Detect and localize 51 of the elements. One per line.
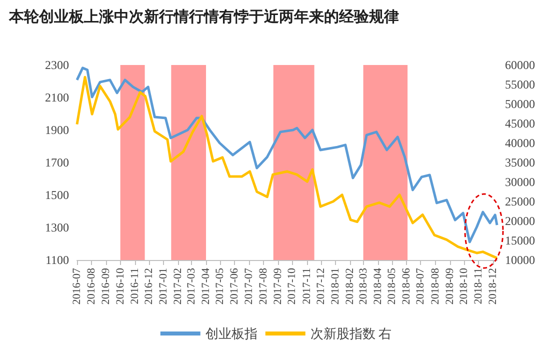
legend-label: 次新股指数 右 — [310, 326, 392, 341]
chart-title: 本轮创业板上涨中次新行情行情有悖于近两年来的经验规律 — [8, 8, 399, 26]
y-tick-label: 1100 — [45, 253, 69, 267]
y2-tick-label: 60000 — [505, 58, 535, 72]
x-tick-label: 2018-05 — [386, 268, 398, 305]
x-tick-label: 2016-09 — [100, 268, 112, 305]
x-tick-label: 2018-03 — [357, 268, 370, 305]
x-tick-label: 2017-08 — [257, 268, 270, 305]
x-tick-label: 2016-07 — [71, 268, 83, 305]
y-tick-label: 1500 — [45, 188, 69, 202]
y-tick-label: 2300 — [45, 58, 69, 72]
y2-tick-label: 50000 — [505, 97, 535, 111]
y2-tick-label: 25000 — [505, 194, 535, 208]
x-tick-label: 2017-01 — [158, 268, 170, 305]
x-tick-label: 2018-11 — [472, 268, 485, 304]
x-tick-label: 2017-06 — [228, 268, 241, 305]
x-tick-label: 2018-02 — [344, 268, 356, 305]
y-tick-label: 1700 — [45, 156, 69, 170]
x-tick-label: 2018-09 — [444, 268, 456, 305]
x-tick-label: 2017-02 — [172, 268, 184, 305]
y2-tick-label: 40000 — [505, 136, 535, 150]
x-tick-label: 2017-07 — [242, 268, 255, 305]
y-tick-label: 1900 — [45, 123, 69, 137]
x-tick-label: 2017-12 — [314, 268, 327, 305]
y-tick-label: 2100 — [45, 90, 69, 104]
x-tick-label: 2017-05 — [214, 268, 226, 305]
x-tick-label: 2018-01 — [330, 268, 342, 305]
y2-tick-label: 20000 — [505, 214, 535, 228]
y2-tick-label: 15000 — [505, 234, 535, 248]
x-tick-label: 2017-11 — [300, 268, 313, 304]
x-tick-label: 2016-12 — [143, 268, 156, 305]
x-tick-label: 2018-12 — [486, 268, 499, 305]
y2-tick-label: 30000 — [505, 175, 535, 189]
y2-tick-label: 55000 — [505, 78, 535, 92]
x-tick-label: 2016-10 — [114, 268, 126, 305]
y2-tick-label: 45000 — [505, 116, 535, 130]
y2-tick-label: 35000 — [505, 156, 535, 170]
x-tick-label: 2017-04 — [200, 268, 212, 305]
x-tick-label: 2016-11 — [128, 268, 141, 304]
x-tick-label: 2018-10 — [458, 268, 470, 305]
y2-tick-label: 10000 — [505, 253, 535, 267]
x-tick-label: 2018-07 — [414, 268, 427, 305]
x-tick-label: 2017-09 — [272, 268, 284, 305]
x-tick-label: 2018-04 — [372, 268, 384, 305]
x-tick-label: 2017-10 — [286, 268, 298, 305]
x-tick-label: 2018-06 — [400, 268, 413, 305]
x-tick-label: 2017-03 — [185, 268, 198, 305]
y-tick-label: 1300 — [45, 220, 69, 234]
x-tick-label: 2018-08 — [429, 268, 442, 305]
legend-label: 创业板指 — [205, 326, 258, 341]
x-tick-label: 2016-08 — [86, 268, 98, 305]
